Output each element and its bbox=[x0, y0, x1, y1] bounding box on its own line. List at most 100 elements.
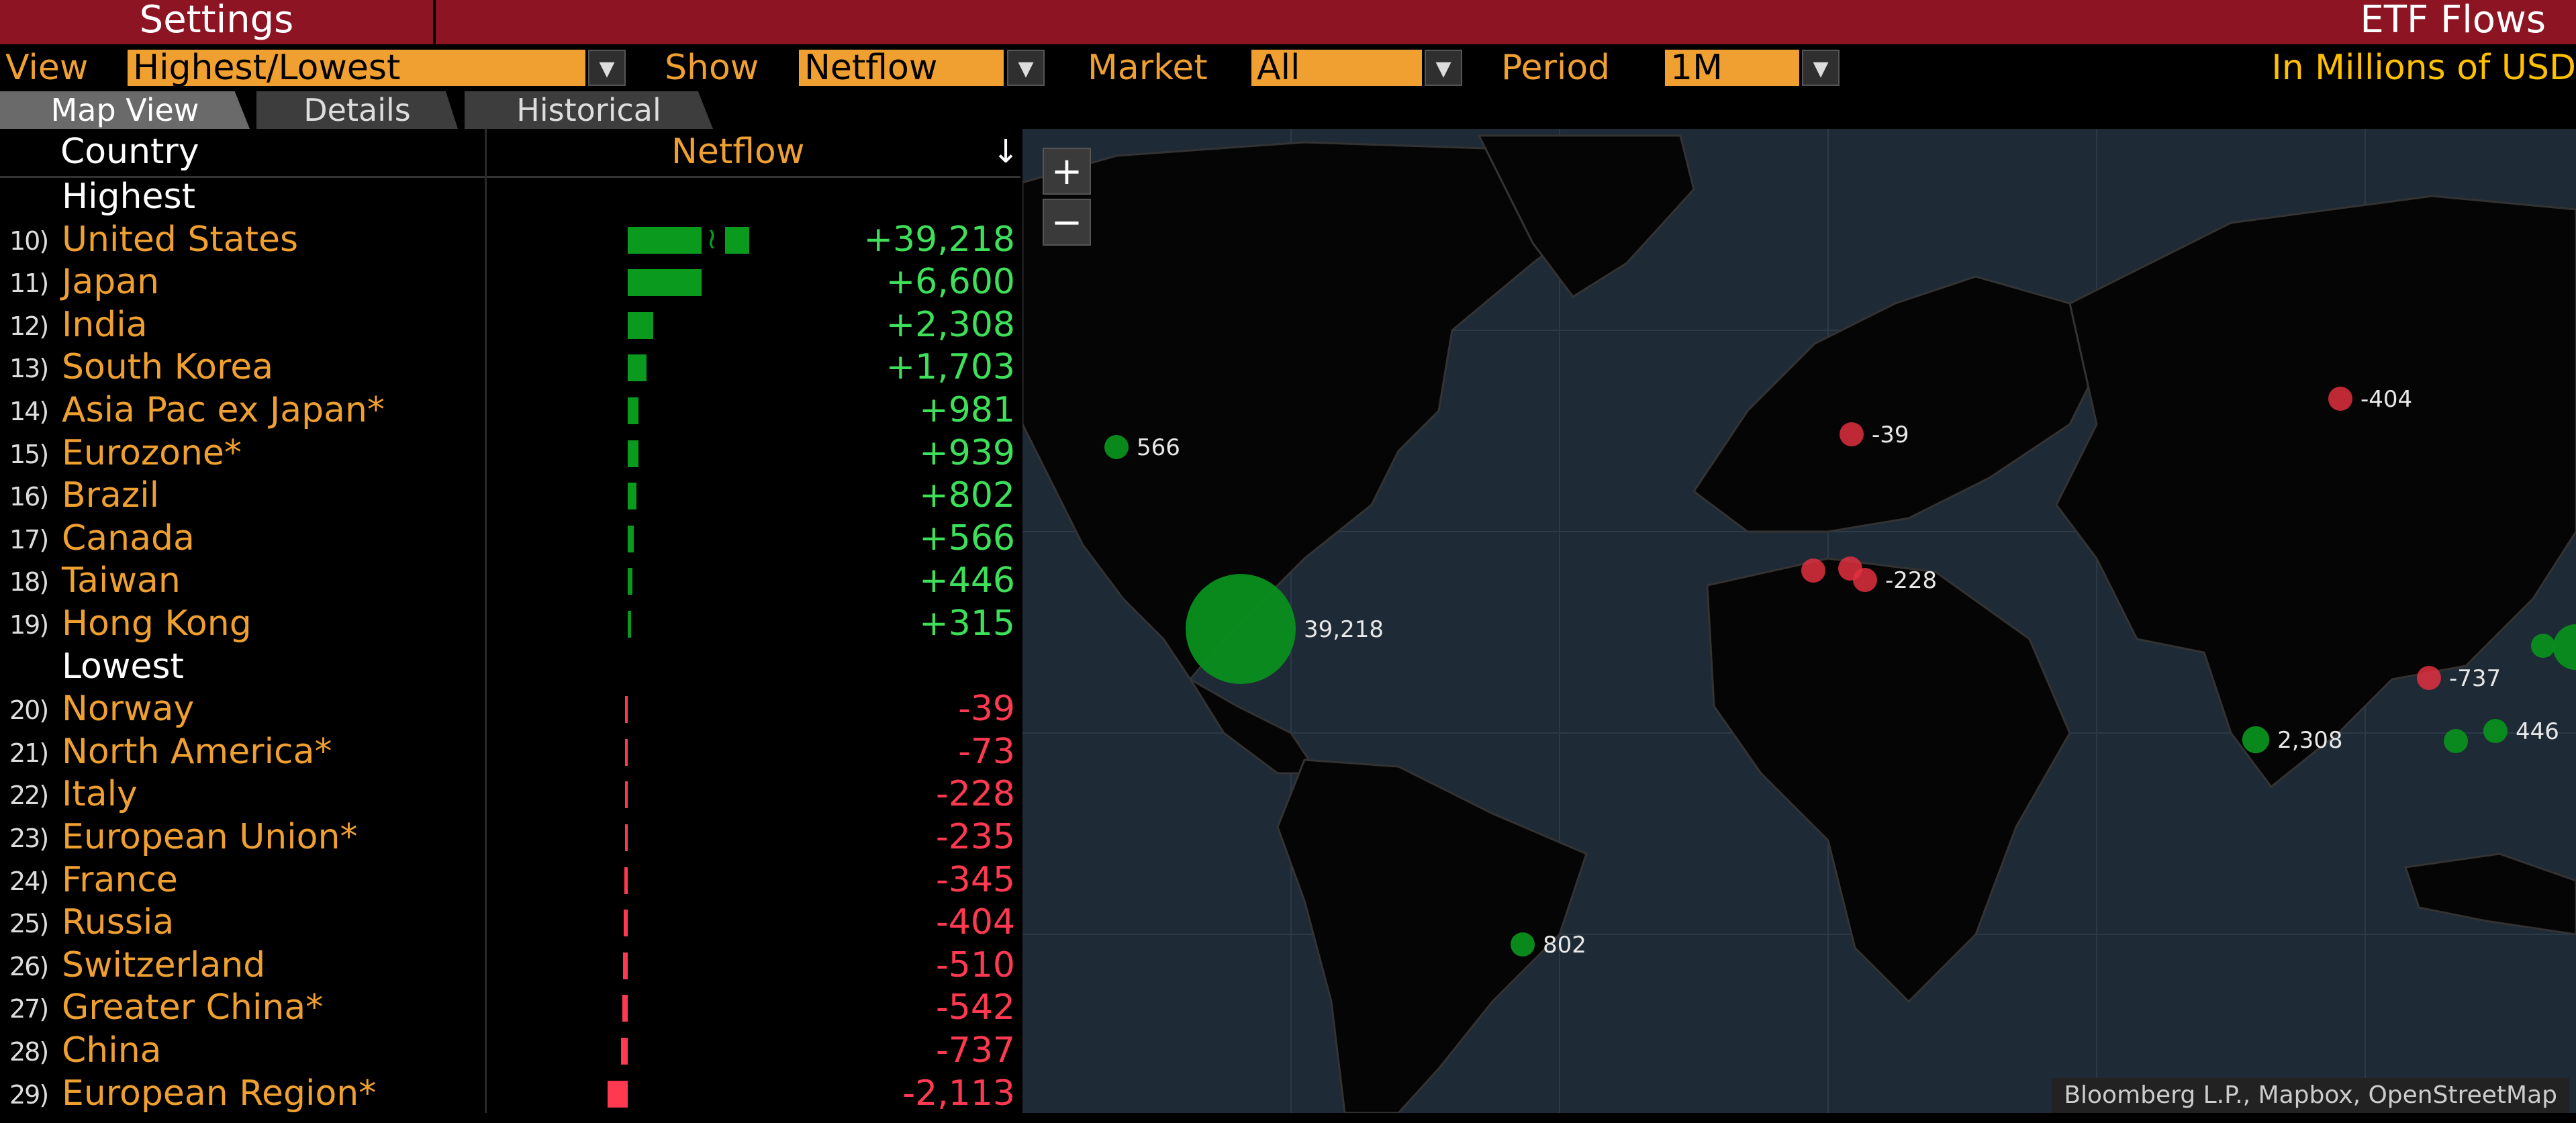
country-name[interactable]: Switzerland bbox=[62, 944, 266, 985]
country-name[interactable]: United States bbox=[62, 219, 299, 260]
marker-label: 446 bbox=[2516, 718, 2559, 745]
view-dropdown-icon[interactable]: ▼ bbox=[588, 50, 626, 86]
table-row[interactable]: 26) Switzerland -510 bbox=[0, 944, 1020, 987]
world-map[interactable]: 566 39,218 802 -39 -228 -404 2,308 -737 446 + − … bbox=[1022, 129, 2576, 1113]
flow-marker[interactable] bbox=[1853, 568, 1877, 592]
country-name[interactable]: Taiwan bbox=[62, 560, 181, 601]
view-tabs: Map View Details Historical bbox=[0, 91, 1020, 129]
table-row[interactable]: 20) Norway -39 bbox=[0, 688, 1020, 730]
netflow-bar bbox=[628, 269, 702, 297]
country-name[interactable]: Italy bbox=[62, 774, 138, 815]
table-row[interactable]: 19) Hong Kong +315 bbox=[0, 603, 1020, 645]
table-row[interactable]: 14) Asia Pac ex Japan* +981 bbox=[0, 389, 1020, 432]
flow-marker[interactable] bbox=[1186, 574, 1296, 684]
zoom-in-button[interactable]: + bbox=[1043, 148, 1091, 195]
sort-descending-icon[interactable]: ↓ bbox=[992, 133, 1020, 170]
table-row[interactable]: 13) South Korea +1,703 bbox=[0, 346, 1020, 389]
marker-label: 39,218 bbox=[1304, 616, 1384, 643]
group-label: Highest bbox=[62, 177, 195, 217]
netflow-value: +6,600 bbox=[886, 262, 1015, 303]
netflow-value: -39 bbox=[958, 689, 1015, 730]
netflow-bar-continued bbox=[725, 226, 749, 254]
tab-details[interactable]: Details bbox=[256, 91, 458, 129]
table-row[interactable]: 18) Taiwan +446 bbox=[0, 560, 1020, 602]
country-name[interactable]: Russia bbox=[62, 902, 175, 943]
show-select[interactable]: Netflow bbox=[799, 50, 1004, 86]
flow-marker[interactable] bbox=[1801, 558, 1825, 583]
view-select[interactable]: Highest/Lowest bbox=[128, 50, 585, 86]
netflow-bar bbox=[622, 952, 628, 979]
country-name[interactable]: Brazil bbox=[62, 475, 160, 516]
central-america-shape bbox=[1189, 678, 1320, 775]
flow-marker[interactable] bbox=[2417, 666, 2441, 690]
country-name[interactable]: Asia Pac ex Japan* bbox=[62, 390, 385, 430]
table-row[interactable]: 21) North America* -73 bbox=[0, 731, 1020, 773]
period-select[interactable]: 1M bbox=[1665, 50, 1799, 86]
country-name[interactable]: China bbox=[62, 1030, 162, 1071]
table-row[interactable]: 10) United States +39,218 ≀ bbox=[0, 219, 1020, 261]
netflow-value: +566 bbox=[919, 518, 1015, 558]
flow-marker[interactable] bbox=[2553, 624, 2576, 671]
netflow-value: -542 bbox=[935, 987, 1015, 1028]
flow-marker[interactable] bbox=[2328, 387, 2352, 411]
table-row[interactable]: 25) Russia -404 bbox=[0, 901, 1020, 944]
netflow-value: +802 bbox=[919, 475, 1015, 516]
table-row[interactable]: 11) Japan +6,600 bbox=[0, 261, 1020, 303]
settings-button[interactable]: Settings bbox=[0, 0, 436, 44]
country-name[interactable]: Eurozone* bbox=[62, 432, 242, 473]
flow-marker[interactable] bbox=[2242, 726, 2270, 754]
country-name[interactable]: North America* bbox=[62, 731, 332, 772]
country-name[interactable]: Hong Kong bbox=[62, 603, 252, 644]
tab-map-view[interactable]: Map View bbox=[0, 91, 250, 129]
table-row[interactable]: 17) Canada +566 bbox=[0, 518, 1020, 560]
country-name[interactable]: France bbox=[62, 859, 178, 900]
country-name[interactable]: European Union* bbox=[62, 817, 358, 857]
row-number: 18) bbox=[9, 567, 49, 597]
zoom-out-button[interactable]: − bbox=[1043, 199, 1091, 246]
table-row[interactable]: 27) Greater China* -542 bbox=[0, 987, 1020, 1029]
country-name[interactable]: Japan bbox=[62, 262, 160, 303]
table-row[interactable]: 16) Brazil +802 bbox=[0, 475, 1020, 517]
tab-historical[interactable]: Historical bbox=[465, 91, 713, 129]
row-number: 17) bbox=[9, 524, 49, 554]
market-dropdown-icon[interactable]: ▼ bbox=[1425, 50, 1462, 86]
flow-marker[interactable] bbox=[1840, 422, 1864, 446]
country-name[interactable]: Canada bbox=[62, 518, 195, 558]
table-row[interactable]: 23) European Union* -235 bbox=[0, 816, 1020, 859]
netflow-bar bbox=[628, 226, 702, 254]
row-number: 12) bbox=[9, 311, 49, 341]
country-name[interactable]: India bbox=[62, 304, 148, 345]
row-number: 11) bbox=[9, 268, 49, 299]
netflow-bar bbox=[625, 781, 628, 809]
netflow-value: -404 bbox=[935, 902, 1015, 943]
table-row[interactable]: 12) India +2,308 bbox=[0, 304, 1020, 346]
table-header: Country Netflow ↓ bbox=[0, 129, 1020, 178]
table-row[interactable]: 28) China -737 bbox=[0, 1030, 1020, 1072]
show-dropdown-icon[interactable]: ▼ bbox=[1007, 50, 1045, 86]
flow-marker[interactable] bbox=[2531, 634, 2555, 658]
column-header-country[interactable]: Country bbox=[60, 132, 199, 172]
country-name[interactable]: South Korea bbox=[62, 347, 274, 388]
netflow-value: +939 bbox=[919, 432, 1015, 473]
column-divider bbox=[485, 129, 487, 1113]
table-row[interactable]: 22) Italy -228 bbox=[0, 773, 1020, 816]
marker-label: 2,308 bbox=[2277, 727, 2342, 754]
country-name[interactable]: European Region* bbox=[62, 1073, 377, 1114]
market-select[interactable]: All bbox=[1251, 50, 1422, 86]
row-number: 13) bbox=[9, 354, 49, 384]
map-canvas[interactable]: 566 39,218 802 -39 -228 -404 2,308 -737 446 bbox=[1022, 129, 2576, 1113]
country-name[interactable]: Norway bbox=[62, 689, 195, 730]
flow-marker[interactable] bbox=[2444, 729, 2468, 753]
marker-label: -39 bbox=[1872, 422, 1909, 448]
table-row[interactable]: 15) Eurozone* +939 bbox=[0, 432, 1020, 475]
netflow-bar bbox=[622, 995, 628, 1022]
flow-marker[interactable] bbox=[1104, 435, 1129, 459]
flow-marker[interactable] bbox=[2483, 719, 2508, 743]
flows-table: Country Netflow ↓ Highest 10) United State… bbox=[0, 129, 1020, 1115]
table-row[interactable]: 29) European Region* -2,113 bbox=[0, 1073, 1020, 1115]
column-header-netflow[interactable]: Netflow bbox=[671, 132, 805, 172]
flow-marker[interactable] bbox=[1511, 932, 1535, 957]
period-dropdown-icon[interactable]: ▼ bbox=[1802, 50, 1840, 86]
country-name[interactable]: Greater China* bbox=[62, 987, 324, 1028]
table-row[interactable]: 24) France -345 bbox=[0, 859, 1020, 901]
